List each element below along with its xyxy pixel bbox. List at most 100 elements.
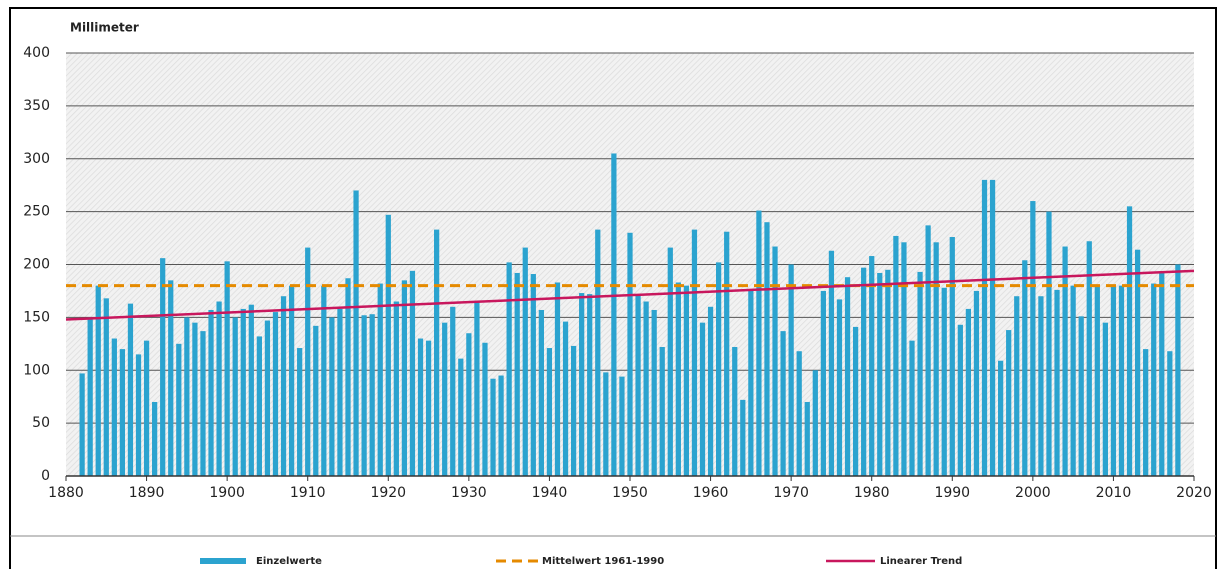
bar	[1134, 249, 1141, 476]
bar	[87, 317, 93, 476]
bar	[522, 247, 528, 476]
bar	[482, 342, 488, 476]
bar	[329, 317, 335, 476]
bar	[917, 271, 923, 476]
bar	[232, 317, 238, 476]
bar	[224, 261, 230, 476]
bar	[538, 309, 544, 476]
bar	[103, 298, 109, 476]
bar	[192, 322, 198, 476]
bar	[925, 225, 931, 476]
bar	[256, 336, 262, 476]
bar	[667, 247, 673, 476]
bar	[788, 264, 794, 476]
bar	[1070, 285, 1076, 476]
bar	[861, 267, 867, 476]
bar	[852, 326, 859, 476]
bar	[1054, 289, 1060, 476]
bar	[280, 296, 287, 476]
legend-label: Linearer Trend	[880, 556, 962, 567]
bar	[208, 309, 214, 476]
bar	[1110, 285, 1117, 476]
bar	[1159, 272, 1165, 476]
y-tick-label: 350	[23, 98, 50, 114]
bar	[998, 360, 1004, 476]
bar	[1143, 349, 1149, 476]
y-tick-label: 100	[23, 362, 50, 378]
x-tick-label: 1980	[854, 485, 890, 501]
bar	[707, 306, 714, 476]
bar	[619, 376, 625, 476]
bar	[796, 351, 802, 476]
bar	[554, 282, 561, 476]
bar	[885, 269, 891, 476]
bar	[111, 338, 117, 476]
y-tick-label: 50	[32, 415, 50, 431]
bar	[127, 303, 134, 476]
bar	[804, 401, 810, 476]
bar	[466, 333, 472, 476]
bar	[957, 324, 963, 476]
bar	[143, 340, 150, 476]
bar	[699, 322, 706, 476]
x-tick-label: 1940	[532, 485, 568, 501]
bar	[603, 372, 609, 476]
bar	[756, 210, 762, 476]
bar	[877, 272, 883, 476]
bar	[643, 301, 649, 476]
bar	[587, 294, 593, 476]
x-tick-label: 1950	[612, 485, 648, 501]
trend-line	[65, 269, 1195, 321]
bar	[1086, 241, 1092, 476]
bar	[748, 290, 754, 476]
bar	[973, 290, 980, 476]
bar	[844, 277, 851, 476]
frame	[9, 7, 1217, 569]
bar	[595, 229, 601, 476]
bar	[562, 321, 569, 476]
bar	[450, 306, 456, 476]
bar	[168, 280, 174, 476]
bar	[659, 346, 665, 476]
x-tick-label: 1890	[129, 485, 165, 501]
bar	[506, 262, 512, 476]
bar	[1151, 283, 1157, 476]
x-tick-label: 1990	[934, 485, 970, 501]
bar	[305, 247, 311, 476]
bar	[417, 338, 424, 476]
x-tick-label: 2020	[1176, 485, 1212, 501]
legend-label: Mittelwert 1961-1990	[542, 556, 664, 567]
bar	[901, 242, 907, 476]
x-tick-label: 1920	[370, 485, 406, 501]
bar	[772, 246, 778, 476]
bar	[635, 294, 641, 476]
bar	[514, 272, 520, 476]
bar	[442, 322, 448, 476]
bar	[691, 229, 698, 476]
x-tick-label: 1910	[290, 485, 326, 501]
bar	[152, 401, 158, 476]
bar	[724, 231, 730, 476]
bar	[530, 274, 536, 476]
bar	[570, 345, 577, 476]
bar	[272, 312, 279, 476]
x-tick-label: 1970	[773, 485, 809, 501]
bar	[732, 346, 738, 476]
bar	[176, 343, 182, 476]
bar	[1094, 285, 1100, 476]
bar	[1167, 351, 1173, 476]
bar	[385, 214, 391, 477]
bar	[989, 179, 996, 476]
bar	[579, 293, 585, 476]
bar	[119, 349, 126, 476]
bar	[941, 287, 947, 476]
y-tick-label: 150	[23, 309, 50, 325]
y-tick-label: 300	[23, 151, 50, 167]
bar	[683, 285, 690, 476]
bar	[820, 290, 826, 476]
bar	[611, 153, 617, 476]
bar	[1046, 211, 1052, 476]
bar	[949, 237, 955, 476]
bar	[160, 258, 166, 476]
